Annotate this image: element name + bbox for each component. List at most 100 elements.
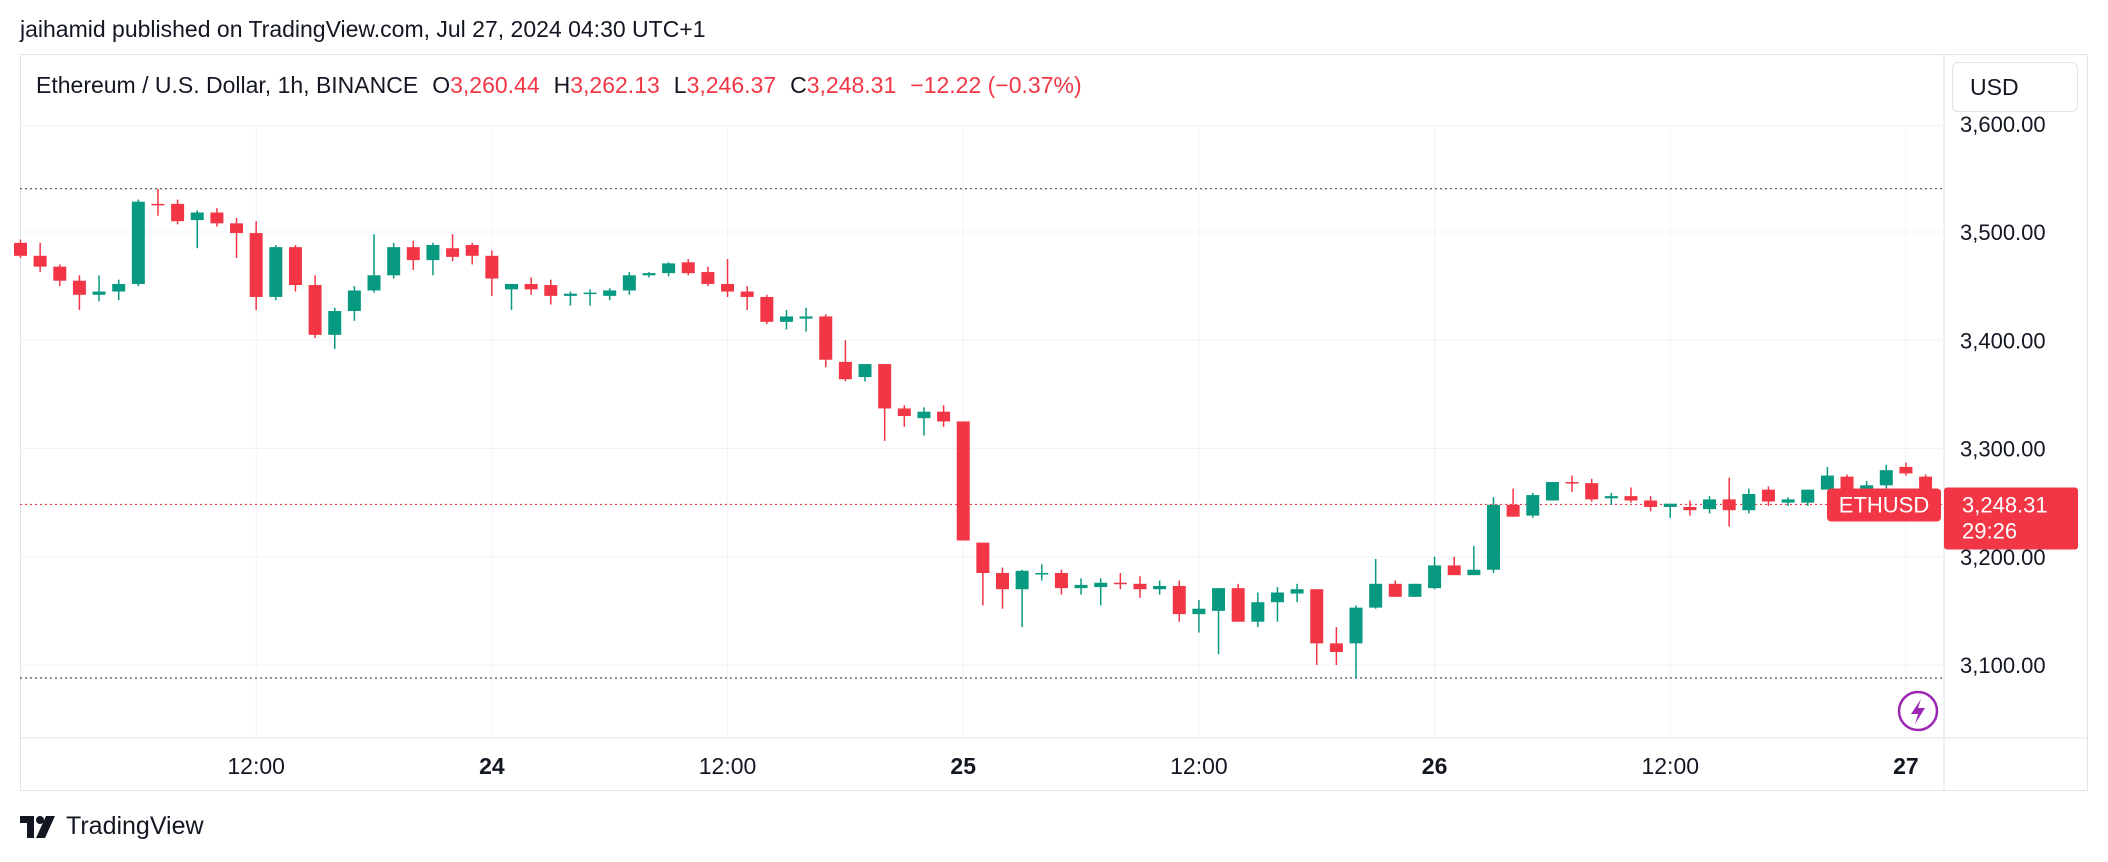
open-value: 3,260.44 [450, 72, 540, 98]
y-tick-label: 3,100.00 [1960, 653, 2046, 678]
x-tick-label: 26 [1422, 753, 1448, 779]
candle-body [603, 290, 617, 296]
candle-body [956, 421, 970, 541]
candle-body [1585, 483, 1599, 500]
candle-body [387, 247, 401, 276]
candle-body [1879, 470, 1893, 486]
candle-body [662, 263, 676, 274]
candle-body [622, 275, 636, 291]
candle-body [937, 411, 951, 422]
candle-body [1506, 504, 1520, 517]
x-tick-label: 12:00 [1641, 753, 1699, 779]
x-tick-label: 24 [479, 753, 505, 779]
candle-body [838, 361, 852, 380]
candle-body [72, 280, 86, 295]
candle-body [1624, 496, 1638, 501]
candle-body [1329, 643, 1343, 653]
ticker-label-box [1827, 488, 1941, 522]
y-tick-label: 3,500.00 [1960, 220, 2046, 245]
candle-body [347, 290, 361, 312]
candle-body [1428, 565, 1442, 589]
candle-body [92, 291, 106, 295]
candle-body [112, 283, 126, 292]
price-label-value: 3,248.31 [1962, 492, 2048, 517]
candle-body [485, 255, 499, 279]
candle-body [367, 275, 381, 291]
tradingview-brand: TradingView [66, 812, 204, 840]
candle-body [1683, 506, 1697, 511]
candle-body [1742, 493, 1756, 511]
x-tick-label: 12:00 [227, 753, 285, 779]
candle-body [14, 242, 27, 256]
candle-body [1899, 466, 1913, 474]
high-label: H [553, 72, 571, 98]
candle-body [858, 364, 872, 378]
ticker-label: ETHUSD [1839, 492, 1929, 517]
x-tick-label: 25 [950, 753, 976, 779]
candle-body [171, 203, 185, 222]
candle-body [524, 283, 538, 290]
chart-frame [20, 54, 2088, 791]
candle-body [799, 316, 813, 319]
candle-body [1172, 585, 1186, 615]
candle-body [1153, 585, 1167, 590]
y-tick-label: 3,300.00 [1960, 437, 2046, 462]
candle-body [1781, 499, 1795, 503]
candle-body [1644, 500, 1658, 507]
countdown-label: 29:26 [1962, 518, 2017, 543]
candle-body [819, 316, 833, 360]
candle-body [1545, 482, 1559, 501]
candle-body [1919, 476, 1933, 492]
candle-body [1231, 588, 1245, 622]
candle-body [701, 272, 715, 284]
symbol-legend: Ethereum / U.S. Dollar, 1h, BINANCE O 3,… [36, 72, 1082, 99]
candle-body [1133, 583, 1147, 590]
candle-body [721, 283, 735, 292]
currency-button[interactable]: USD [1952, 62, 2078, 112]
candle-body [1192, 608, 1206, 615]
candle-body [681, 262, 695, 274]
change-value: −12.22 (−0.37%) [910, 72, 1082, 98]
candle-body [1074, 584, 1088, 589]
candle-body [1663, 503, 1677, 507]
candle-body [779, 316, 793, 322]
low-value: 3,246.37 [686, 72, 777, 98]
candle-body [760, 296, 774, 322]
candle-body [406, 247, 420, 261]
candle-body [328, 311, 342, 335]
candle-body [1408, 583, 1422, 597]
candle-body [976, 542, 990, 573]
candle-body [53, 266, 67, 281]
candle-body [1270, 592, 1284, 603]
candle-body [917, 411, 931, 419]
candle-body [1467, 569, 1481, 576]
candle-body [1369, 583, 1383, 608]
candle-body [1015, 570, 1029, 590]
candle-body [1113, 582, 1127, 585]
candle-body [1703, 499, 1717, 510]
open-label: O [432, 72, 451, 98]
candle-body [1604, 496, 1618, 499]
candle-body [1035, 572, 1049, 575]
candle-body [1722, 499, 1736, 511]
candle-body [1094, 582, 1108, 588]
candle-body [465, 244, 479, 256]
symbol-name[interactable]: Ethereum / U.S. Dollar, 1h, BINANCE [36, 72, 419, 98]
candle-body [190, 212, 204, 221]
candle-body [1290, 589, 1304, 594]
x-tick-label: 27 [1893, 753, 1919, 779]
candle-body [308, 285, 322, 335]
lightning-icon[interactable] [1897, 690, 1939, 732]
candle-body [1054, 572, 1068, 589]
candle-body [563, 293, 577, 296]
candle-body [505, 283, 518, 290]
low-label: L [673, 72, 687, 98]
candle-body [33, 255, 47, 267]
candle-body [740, 291, 754, 297]
y-tick-label: 3,600.00 [1960, 112, 2046, 137]
candle-body [131, 201, 145, 284]
tradingview-logo[interactable]: TradingView [20, 812, 204, 841]
price-label-box [1944, 487, 2078, 550]
candle-body [151, 203, 165, 206]
